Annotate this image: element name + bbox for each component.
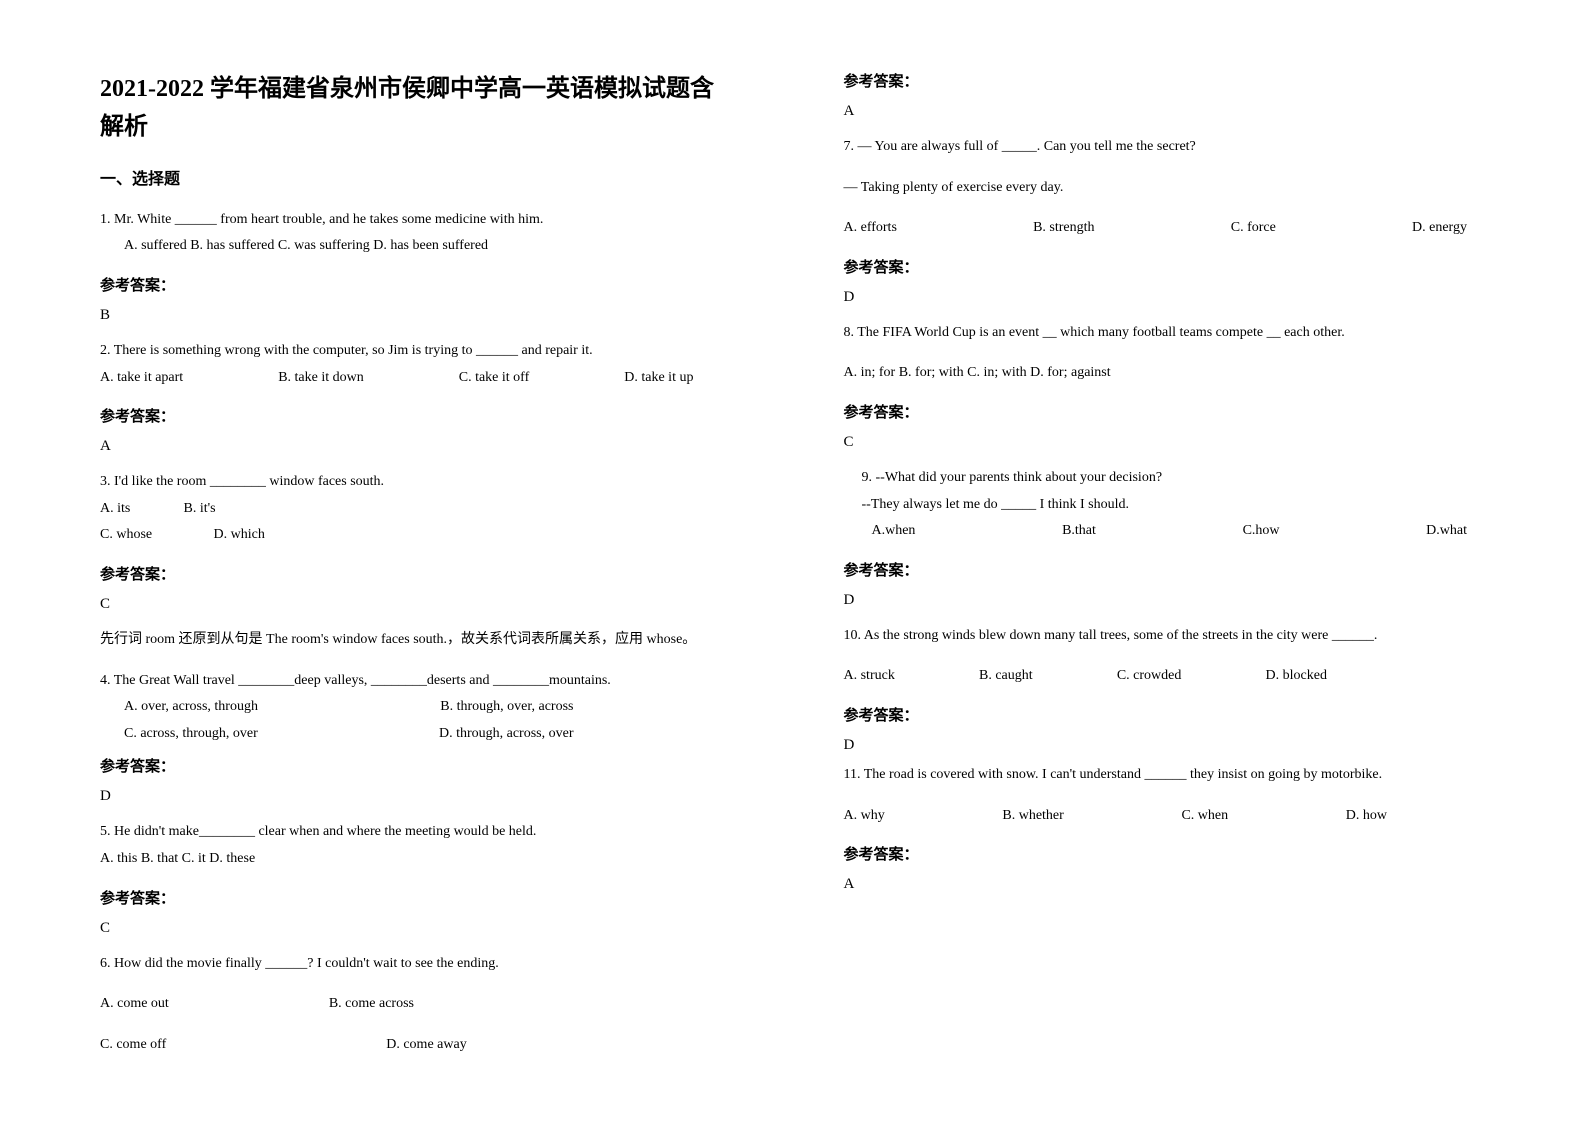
right-column: 参考答案： A 7. — You are always full of ____… [794,0,1587,1122]
answer-label: 参考答案： [844,559,1508,580]
q3-opt-b: B. it's [184,501,216,516]
q2-opt-c: C. take it off [459,365,530,392]
answer-label: 参考答案： [844,70,1508,91]
q6-stem: 6. How did the movie finally ______? I c… [100,951,734,978]
q6-opt-b: B. come across [329,991,414,1018]
q11-answer: A [844,876,1508,893]
q3-opt-c: C. whose [100,522,210,549]
q4-stem: 4. The Great Wall travel ________deep va… [100,668,734,695]
question-10: 10. As the strong winds blew down many t… [844,623,1508,690]
q10-opt-c: C. crowded [1117,663,1182,690]
q10-stem: 10. As the strong winds blew down many t… [844,623,1508,650]
q1-stem: 1. Mr. White ______ from heart trouble, … [100,207,734,234]
q7-stem2: — Taking plenty of exercise every day. [844,175,1508,202]
section-heading: 一、选择题 [100,165,734,189]
q10-opt-d: D. blocked [1266,663,1327,690]
q2-options: A. take it apart B. take it down C. take… [100,365,734,392]
q10-answer: D [844,737,1508,754]
q4-answer: D [100,788,734,805]
q9-opt-a: A.when [872,518,916,545]
q7-opt-c: C. force [1231,215,1276,242]
q6-opt-d: D. come away [386,1032,466,1059]
question-5: 5. He didn't make________ clear when and… [100,819,734,872]
answer-label: 参考答案： [844,843,1508,864]
q4-opt-a: A. over, across, through [124,694,258,721]
q10-opt-b: B. caught [979,663,1033,690]
question-6: 6. How did the movie finally ______? I c… [100,951,734,1059]
q11-opt-d: D. how [1346,803,1387,830]
question-4: 4. The Great Wall travel ________deep va… [100,668,734,748]
q2-stem: 2. There is something wrong with the com… [100,338,734,365]
q9-options: A.when B.that C.how D.what [862,518,1508,545]
q5-answer: C [100,920,734,937]
q11-stem: 11. The road is covered with snow. I can… [844,762,1508,789]
answer-label: 参考答案： [100,755,734,776]
q11-opt-c: C. when [1181,803,1228,830]
q2-opt-b: B. take it down [278,365,364,392]
q2-opt-d: D. take it up [624,365,693,392]
q7-options: A. efforts B. strength C. force D. energ… [844,215,1508,242]
q11-opt-b: B. whether [1002,803,1063,830]
answer-label: 参考答案： [100,887,734,908]
question-8: 8. The FIFA World Cup is an event __ whi… [844,320,1508,387]
q3-opt-d: D. which [214,527,265,542]
answer-label: 参考答案： [100,563,734,584]
q4-opt-c: C. across, through, over [124,721,258,748]
q1-options: A. suffered B. has suffered C. was suffe… [100,233,734,260]
left-column: 2021-2022 学年福建省泉州市侯卿中学高一英语模拟试题含解析 一、选择题 … [0,0,794,1122]
q3-opt-a: A. its [100,496,180,523]
answer-label: 参考答案： [844,704,1508,725]
q6-row2: C. come off D. come away [100,1032,734,1059]
q3-answer: C [100,596,734,613]
q9-opt-c: C.how [1243,518,1280,545]
q4-row2: C. across, through, over D. through, acr… [100,721,734,748]
q8-stem: 8. The FIFA World Cup is an event __ whi… [844,320,1508,347]
q4-opt-b: B. through, over, across [440,694,573,721]
q7-opt-a: A. efforts [844,215,897,242]
q9-answer: D [844,592,1508,609]
question-3: 3. I'd like the room ________ window fac… [100,469,734,549]
q9-stem2: --They always let me do _____ I think I … [862,492,1508,519]
q2-answer: A [100,438,734,455]
question-1: 1. Mr. White ______ from heart trouble, … [100,207,734,260]
answer-label: 参考答案： [844,256,1508,277]
q7-answer: D [844,289,1508,306]
q2-opt-a: A. take it apart [100,365,183,392]
question-7: 7. — You are always full of _____. Can y… [844,134,1508,242]
q3-stem: 3. I'd like the room ________ window fac… [100,469,734,496]
question-9: 9. --What did your parents think about y… [844,465,1508,545]
q3-line1: A. its B. it's [100,496,734,523]
q10-opt-a: A. struck [844,663,895,690]
q5-stem: 5. He didn't make________ clear when and… [100,819,734,846]
q5-options: A. this B. that C. it D. these [100,846,734,873]
q1-answer: B [100,307,734,324]
q7-opt-b: B. strength [1033,215,1094,242]
page-container: 2021-2022 学年福建省泉州市侯卿中学高一英语模拟试题含解析 一、选择题 … [0,0,1587,1122]
q8-options: A. in; for B. for; with C. in; with D. f… [844,360,1508,387]
answer-label: 参考答案： [844,401,1508,422]
q6-row1: A. come out B. come across [100,991,734,1018]
q6-answer: A [844,103,1508,120]
q9-opt-b: B.that [1062,518,1096,545]
q4-opt-d: D. through, across, over [439,721,574,748]
q11-opt-a: A. why [844,803,885,830]
q10-options: A. struck B. caught C. crowded D. blocke… [844,663,1508,690]
q3-note: 先行词 room 还原到从句是 The room's window faces … [100,627,734,654]
question-2: 2. There is something wrong with the com… [100,338,734,391]
q7-opt-d: D. energy [1412,215,1467,242]
q6-opt-c: C. come off [100,1032,166,1059]
exam-title: 2021-2022 学年福建省泉州市侯卿中学高一英语模拟试题含解析 [100,70,734,147]
q4-row1: A. over, across, through B. through, ove… [100,694,734,721]
q11-options: A. why B. whether C. when D. how [844,803,1508,830]
q3-line2: C. whose D. which [100,522,734,549]
question-11: 11. The road is covered with snow. I can… [844,762,1508,829]
answer-label: 参考答案： [100,405,734,426]
q6-opt-a: A. come out [100,991,169,1018]
q9-stem1: 9. --What did your parents think about y… [862,465,1508,492]
q8-answer: C [844,434,1508,451]
q7-stem1: 7. — You are always full of _____. Can y… [844,134,1508,161]
q9-opt-d: D.what [1426,518,1467,545]
answer-label: 参考答案： [100,274,734,295]
